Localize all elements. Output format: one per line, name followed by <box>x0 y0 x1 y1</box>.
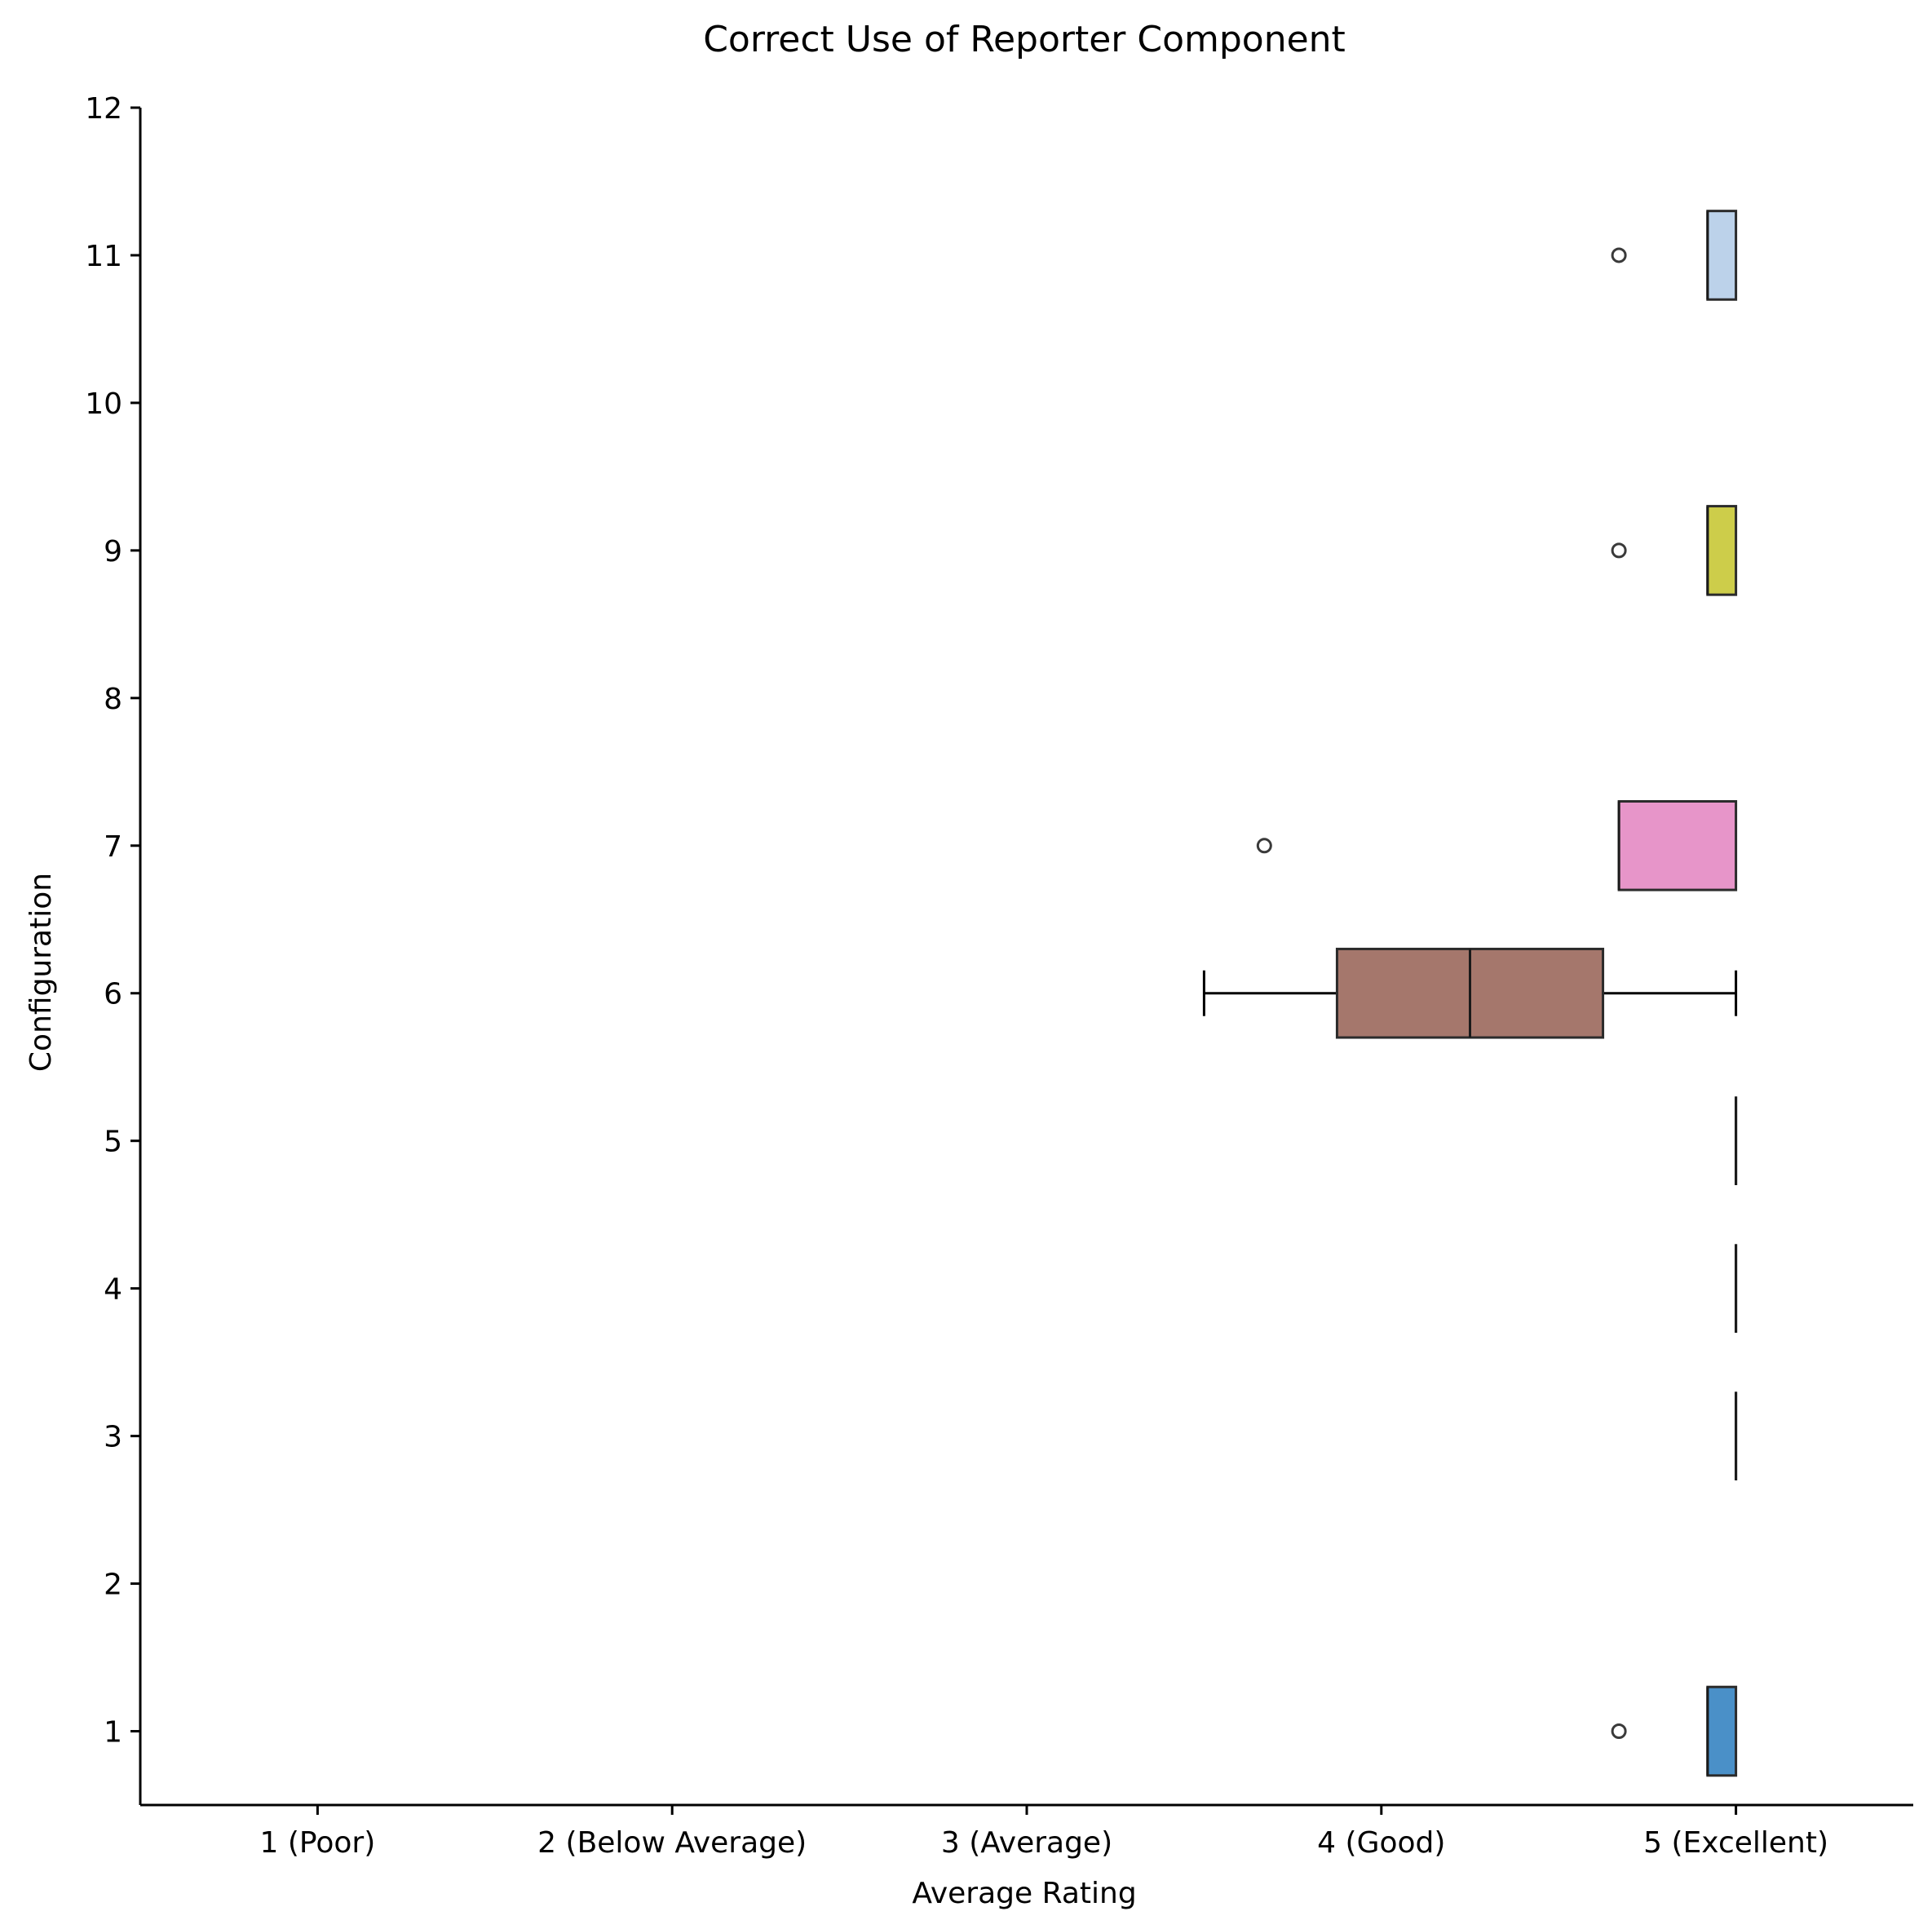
y-tick-label: 12 <box>85 92 122 126</box>
y-tick-label: 7 <box>104 830 122 864</box>
y-axis-label: Configuration <box>24 873 58 1072</box>
box-config-6 <box>1202 947 1738 1039</box>
x-tick-label: 1 (Poor) <box>260 1826 376 1860</box>
box-config-9 <box>1611 505 1738 596</box>
outlier-point <box>1611 542 1627 559</box>
x-axis: 1 (Poor) 2 (Below Average) 3 (Average) 4 (G… <box>140 1803 1913 1860</box>
y-tick-label: 5 <box>104 1126 122 1159</box>
y-tick-label: 8 <box>104 683 122 716</box>
outlier-point <box>1611 247 1627 263</box>
y-tick-label: 9 <box>104 535 122 569</box>
box-iqr <box>1706 1685 1738 1777</box>
x-axis-label: Average Rating <box>912 1877 1136 1910</box>
x-tick-label: 3 (Average) <box>941 1826 1112 1860</box>
box-iqr <box>1706 210 1738 301</box>
box-iqr <box>1706 505 1738 596</box>
x-tick-label: 2 (Below Average) <box>537 1826 807 1860</box>
box-config-11 <box>1611 210 1738 301</box>
y-tick-label: 6 <box>104 978 122 1011</box>
box-config-1 <box>1611 1685 1738 1777</box>
outlier-point <box>1256 838 1272 854</box>
y-tick-label: 3 <box>104 1421 122 1454</box>
y-tick-label: 2 <box>104 1568 122 1602</box>
y-tick-label: 11 <box>85 240 122 273</box>
y-tick-label: 1 <box>104 1716 122 1750</box>
box-config-7 <box>1256 799 1738 891</box>
y-tick-label: 10 <box>85 387 122 421</box>
outlier-point <box>1611 1723 1627 1740</box>
box-iqr <box>1617 799 1738 891</box>
chart-title: Correct Use of Reporter Component <box>703 19 1346 60</box>
plot-area <box>1202 210 1738 1777</box>
y-tick-label: 4 <box>104 1273 122 1307</box>
x-tick-label: 5 (Excellent) <box>1643 1826 1828 1860</box>
x-tick-label: 4 (Good) <box>1317 1826 1445 1860</box>
